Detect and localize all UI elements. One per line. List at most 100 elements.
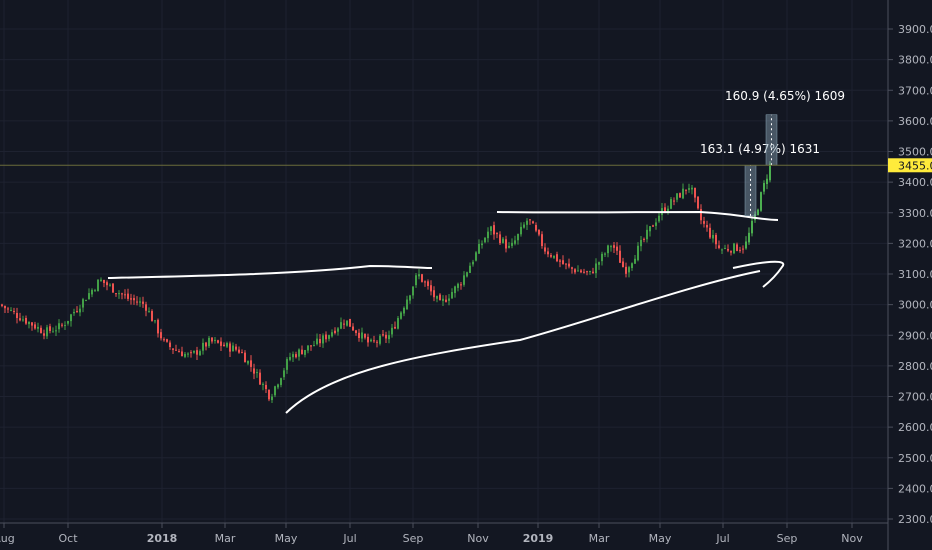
- candle-body: [592, 271, 594, 274]
- candle-body: [679, 193, 681, 198]
- candle-body: [676, 193, 678, 200]
- candle-body: [520, 226, 522, 235]
- candle-body: [13, 310, 15, 312]
- candle-body: [652, 225, 654, 227]
- uptrend-arrow-head[interactable]: [732, 260, 785, 288]
- resistance-line-2017[interactable]: [107, 264, 433, 279]
- candle-body: [685, 189, 687, 191]
- candle-body: [337, 328, 339, 332]
- candle-body: [508, 245, 510, 248]
- candle-body: [631, 263, 633, 269]
- candle-body: [118, 293, 120, 295]
- price-tick-label: 3000.0: [898, 299, 932, 312]
- candle-body: [610, 246, 612, 248]
- candle-body: [133, 298, 135, 301]
- candle-body: [61, 324, 63, 326]
- candle-body: [613, 245, 615, 248]
- candle-body: [115, 293, 117, 295]
- last-price-tag-text: 3455.0: [898, 159, 932, 172]
- candle-body: [427, 281, 429, 286]
- uptrend-curve[interactable]: [285, 270, 761, 414]
- candle-body: [439, 294, 441, 301]
- candle-body: [724, 248, 726, 250]
- price-tick-label: 3400.0: [898, 176, 932, 189]
- candle-body: [583, 271, 585, 273]
- candle-body: [739, 249, 741, 251]
- candle-body: [475, 252, 477, 261]
- candle-body: [733, 243, 735, 254]
- candle-body: [325, 334, 327, 340]
- candle-body: [403, 307, 405, 314]
- candle-body: [112, 283, 114, 293]
- candle-body: [295, 354, 297, 358]
- candle-body: [601, 253, 603, 262]
- resistance-line-2019[interactable]: [496, 210, 779, 221]
- candle-body: [58, 323, 60, 330]
- price-tick-label: 3500.0: [898, 146, 932, 159]
- candle-body: [643, 238, 645, 240]
- time-axis[interactable]: Aug Oct 2018 Mar May Jul Sep Nov 2019 Mar May Jul Se…: [0, 523, 863, 545]
- candle-body: [250, 360, 252, 367]
- candle-body: [307, 345, 309, 351]
- time-tick-label: Aug: [0, 532, 15, 545]
- candle-body: [700, 209, 702, 221]
- candle-body: [424, 281, 426, 283]
- candle-body: [319, 338, 321, 344]
- candle-body: [130, 298, 132, 300]
- candle-body: [745, 241, 747, 249]
- candle-body: [274, 386, 276, 396]
- candle-body: [79, 308, 81, 313]
- candle-body: [550, 255, 552, 257]
- candle-body: [157, 319, 159, 334]
- candle-body: [259, 372, 261, 385]
- candle-body: [688, 188, 690, 190]
- candle-body: [574, 269, 576, 273]
- candle-body: [757, 209, 759, 216]
- candle-body: [109, 284, 111, 286]
- candle-body: [202, 342, 204, 351]
- candle-body: [358, 332, 360, 338]
- price-tick-label: 2800.0: [898, 360, 932, 373]
- candle-body: [760, 192, 762, 211]
- candle-body: [373, 340, 375, 342]
- candle-body: [316, 338, 318, 345]
- candle-body: [718, 245, 720, 248]
- candle-body: [346, 320, 348, 326]
- candle-body: [217, 340, 219, 343]
- price-tick-label: 2400.0: [898, 482, 932, 495]
- candle-body: [355, 330, 357, 333]
- candle-body: [736, 244, 738, 251]
- price-tick-label: 3300.0: [898, 207, 932, 220]
- candle-body: [226, 343, 228, 347]
- candle-body: [64, 325, 66, 327]
- candle-body: [163, 339, 165, 341]
- candle-body: [505, 239, 507, 249]
- candle-body: [121, 293, 123, 295]
- candle-body: [154, 320, 156, 322]
- candle-body: [28, 321, 30, 325]
- candle-body: [241, 352, 243, 354]
- candle-body: [742, 248, 744, 250]
- candle-body: [559, 260, 561, 262]
- price-tick-label: 2700.0: [898, 391, 932, 404]
- time-tick-label: Oct: [58, 532, 78, 545]
- candle-body: [577, 270, 579, 272]
- candle-body: [280, 378, 282, 385]
- candle-body: [73, 311, 75, 314]
- candle-body: [622, 261, 624, 268]
- candle-body: [364, 333, 366, 338]
- candle-body: [283, 370, 285, 378]
- candle-body: [667, 208, 669, 212]
- candle-body: [43, 333, 45, 336]
- price-axis[interactable]: 3900.0 3800.0 3700.0 3600.0 3500.0 3400.0 3300…: [888, 23, 932, 526]
- trend-drawings[interactable]: [107, 210, 785, 414]
- candle-body: [49, 326, 51, 331]
- candle-body: [7, 308, 9, 310]
- candle-body: [88, 293, 90, 300]
- candle-body: [22, 319, 24, 321]
- price-tick-label: 3600.0: [898, 115, 932, 128]
- candle-body: [751, 220, 753, 234]
- candle-body: [691, 187, 693, 190]
- candle-body: [607, 245, 609, 254]
